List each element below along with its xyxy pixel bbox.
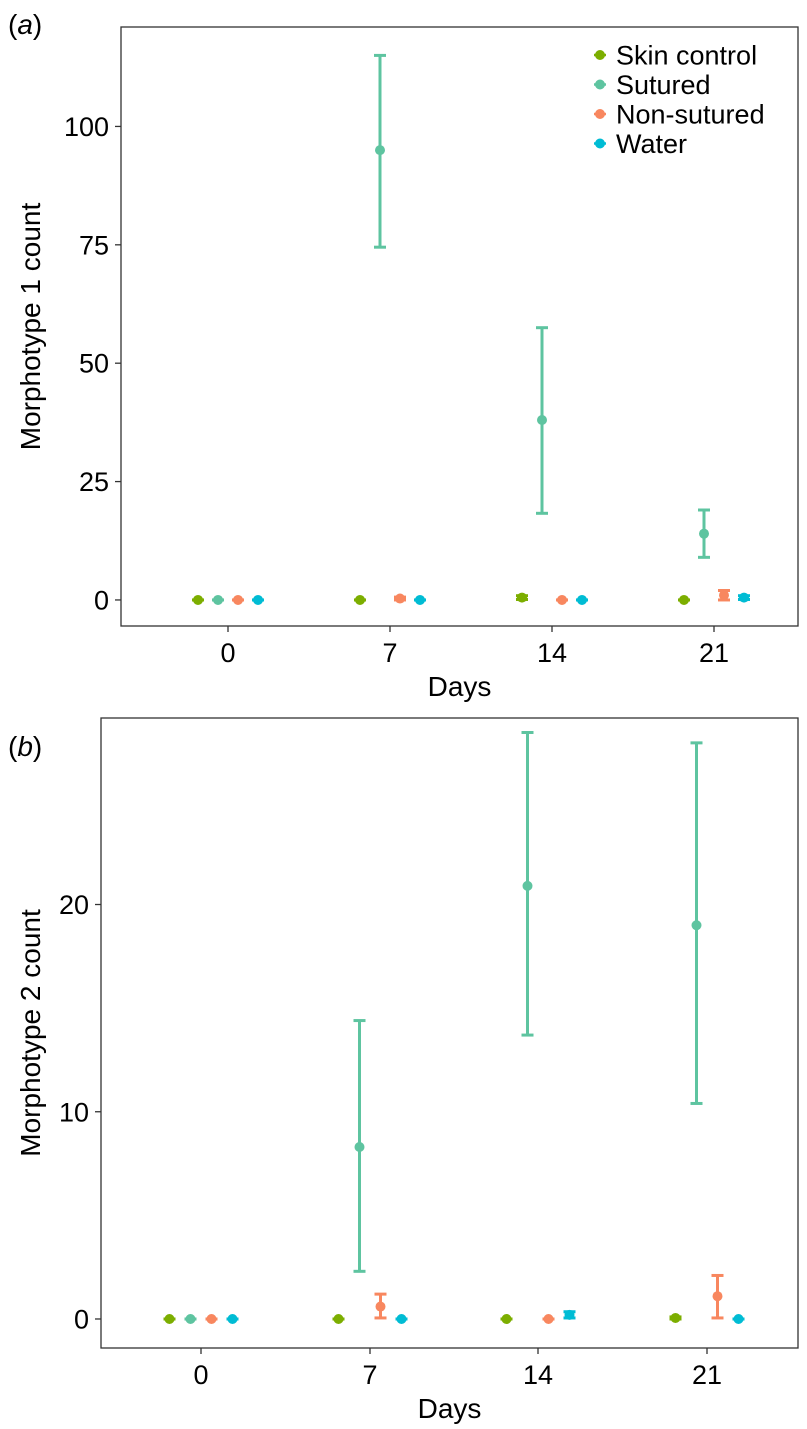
data-point (395, 593, 405, 604)
data-point (522, 880, 533, 891)
data-point (517, 592, 527, 603)
legend-marker (595, 138, 605, 149)
plot-frame (120, 26, 799, 627)
legend-item: Non-sutured (594, 100, 765, 130)
panel-label: (a) (8, 9, 42, 40)
data-point (501, 1313, 512, 1324)
data-point (164, 1313, 175, 1324)
data-point (233, 594, 243, 605)
legend-item: Water (594, 129, 687, 159)
legend-item: Sutured (594, 70, 711, 100)
x-tick-label: 7 (362, 1360, 377, 1390)
data-point (354, 1141, 365, 1152)
data-point (333, 1313, 344, 1324)
plot-frame (100, 717, 799, 1349)
data-point (193, 594, 203, 605)
y-tick-label: 75 (79, 230, 109, 260)
y-tick-label: 0 (94, 585, 109, 615)
legend-item: Skin control (594, 41, 757, 71)
data-point (253, 594, 263, 605)
data-point (415, 594, 425, 605)
legend-marker (595, 79, 605, 90)
data-point (213, 594, 223, 605)
legend-label: Sutured (616, 70, 711, 100)
x-axis-title: Days (428, 671, 492, 702)
data-point (375, 145, 385, 156)
data-point (185, 1313, 196, 1324)
x-tick-label: 7 (382, 638, 397, 668)
data-point (670, 1312, 681, 1323)
data-point (564, 1309, 575, 1320)
legend-label: Skin control (616, 41, 757, 71)
data-point (577, 594, 587, 605)
data-point (355, 594, 365, 605)
y-tick-label: 10 (59, 1097, 89, 1127)
data-point (679, 594, 689, 605)
data-point (733, 1313, 744, 1324)
data-point (739, 592, 749, 603)
y-tick-label: 25 (79, 467, 109, 497)
data-point (719, 590, 729, 601)
data-point (557, 594, 567, 605)
y-axis-title: Morphotype 2 count (15, 909, 46, 1157)
legend-label: Water (616, 129, 687, 159)
legend-marker (595, 109, 605, 119)
data-point (396, 1313, 407, 1324)
legend-marker (595, 50, 605, 60)
x-tick-label: 14 (523, 1360, 553, 1390)
data-point (543, 1313, 554, 1324)
y-axis-title: Morphotype 1 count (15, 203, 46, 451)
legend-label: Non-sutured (616, 100, 765, 130)
x-tick-label: 21 (699, 638, 729, 668)
data-point (227, 1313, 238, 1324)
data-point (712, 1291, 723, 1302)
x-tick-label: 14 (537, 638, 567, 668)
panel-b: (b) 0 10 20 0 7 14 21 Days Morphotype 2 count (8, 717, 799, 1424)
data-point (537, 415, 547, 426)
y-tick-label: 50 (79, 349, 109, 379)
data-point (691, 920, 702, 931)
x-tick-label: 0 (220, 638, 235, 668)
y-tick-label: 20 (59, 890, 89, 920)
panel-label: (b) (8, 731, 42, 762)
panel-a: (a) 0 25 50 75 100 0 7 14 21 Days Morphotype 1 coun… (8, 9, 799, 702)
x-axis-title: Days (418, 1393, 482, 1424)
x-tick-label: 21 (692, 1360, 722, 1390)
x-tick-label: 0 (193, 1360, 208, 1390)
data-point (375, 1301, 386, 1312)
y-tick-label: 0 (74, 1304, 89, 1334)
data-point (206, 1313, 217, 1324)
data-point (699, 528, 709, 539)
y-tick-label: 100 (64, 112, 109, 142)
